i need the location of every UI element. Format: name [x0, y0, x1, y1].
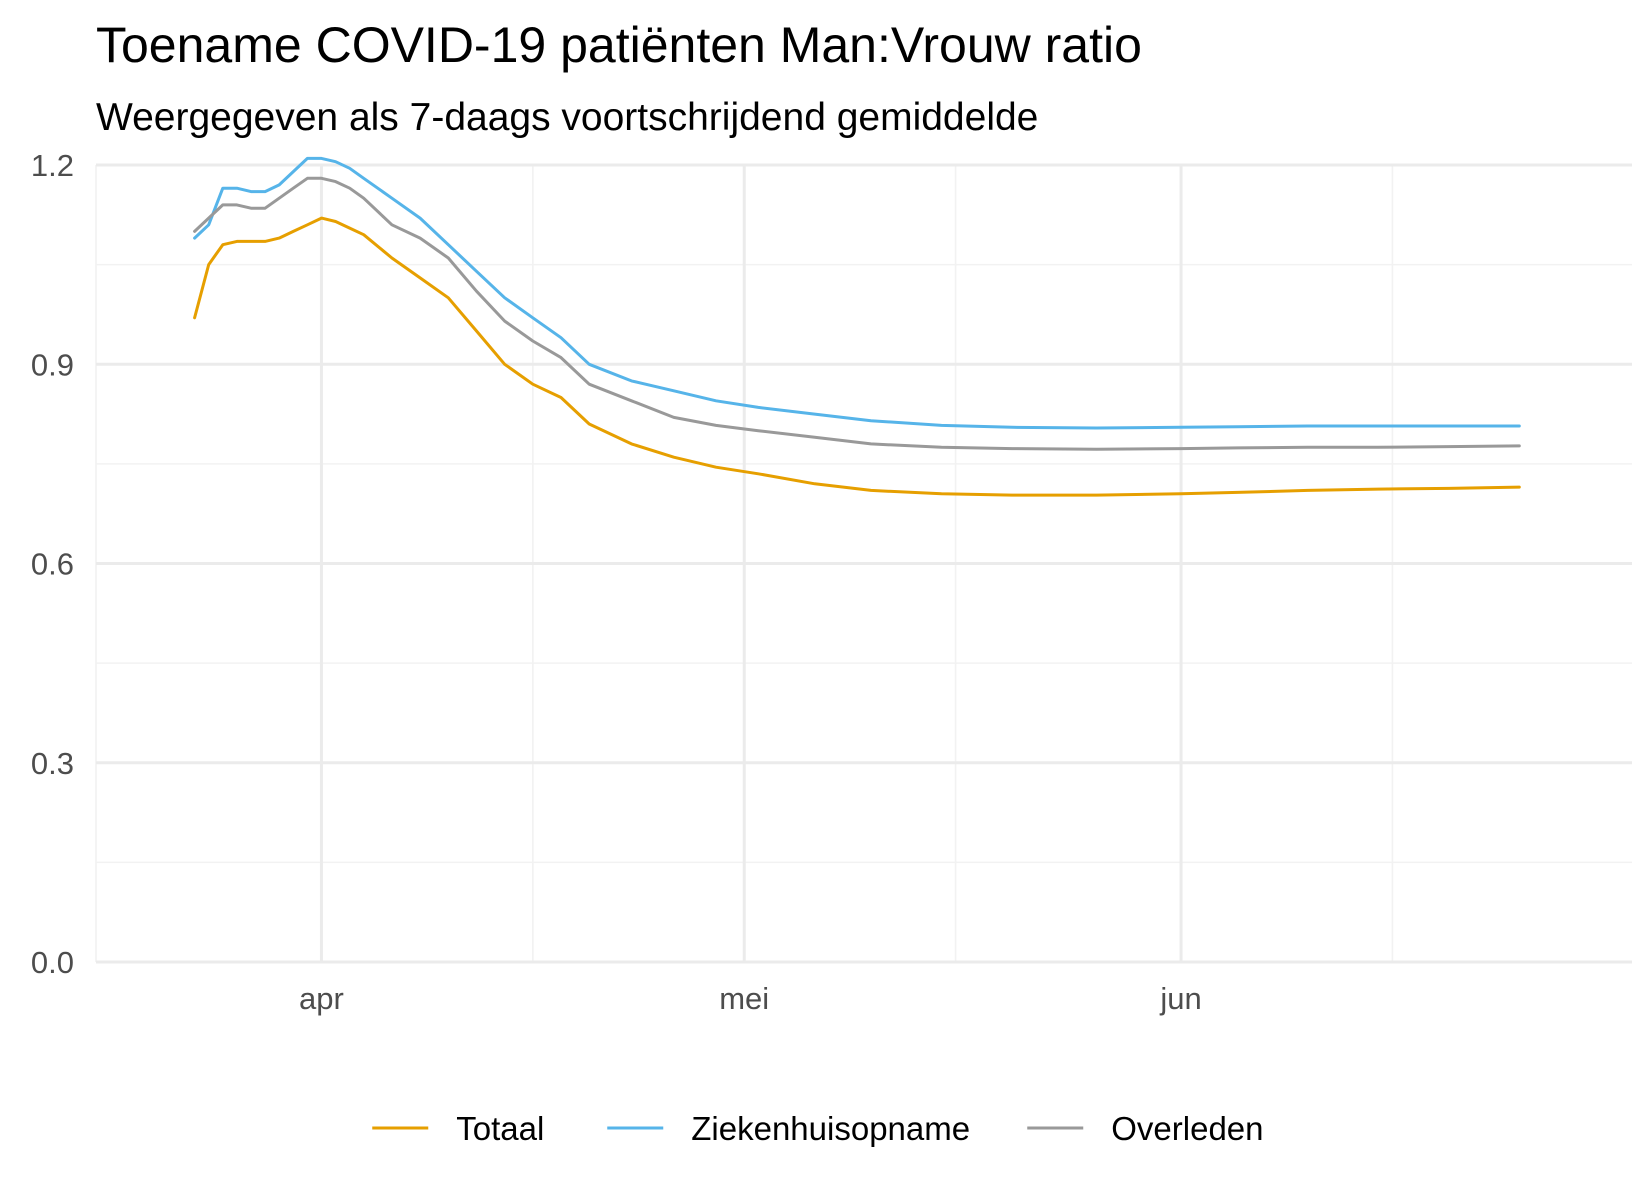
x-tick-label: mei — [719, 981, 769, 1016]
x-tick-label: jun — [1159, 981, 1201, 1016]
series-line-totaal — [193, 216, 1521, 497]
y-tick-label: 0.9 — [31, 347, 74, 382]
y-tick-label: 0.6 — [31, 547, 74, 582]
chart-title: Toename COVID-19 patiënten Man:Vrouw rat… — [96, 17, 1142, 73]
major-gridlines — [96, 163, 1632, 964]
chart-subtitle: Weergegeven als 7-daags voortschrijdend … — [96, 96, 1038, 139]
legend-label-overleden: Overleden — [1111, 1110, 1263, 1147]
legend-label-totaal: Totaal — [456, 1110, 544, 1147]
series-lines — [193, 156, 1521, 497]
y-tick-label: 0.3 — [31, 746, 74, 781]
legend-label-ziekenhuisopname: Ziekenhuisopname — [691, 1110, 970, 1147]
series-line-ziekenhuisopname — [193, 156, 1521, 430]
y-tick-label: 0.0 — [31, 945, 74, 980]
x-tick-label: apr — [299, 981, 344, 1016]
x-axis-ticks: apr mei jun — [299, 981, 1202, 1016]
y-tick-label: 1.2 — [31, 148, 74, 183]
y-axis-ticks: 0.0 0.3 0.6 0.9 1.2 — [31, 148, 74, 980]
legend: Totaal Ziekenhuisopname Overleden — [372, 1110, 1264, 1147]
series-line-overleden — [193, 176, 1521, 451]
